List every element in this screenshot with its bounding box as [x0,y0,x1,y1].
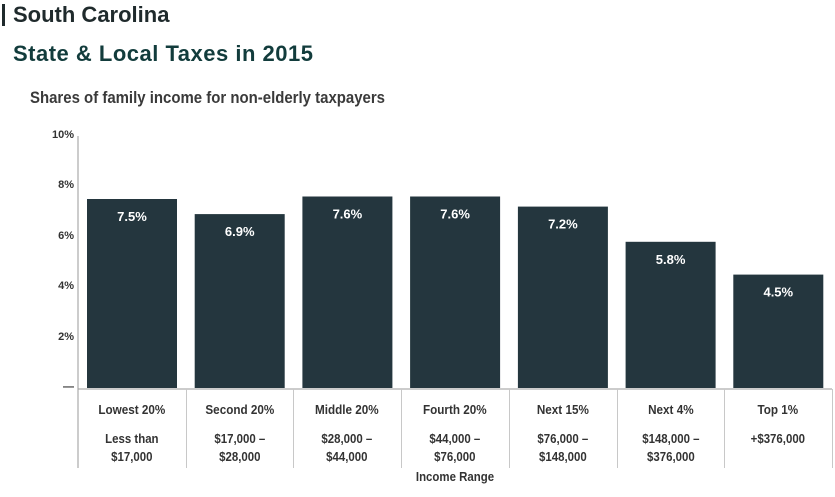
y-tick-label: 8% [58,179,74,192]
x-income-range-line: $28,000 – $44,000 [321,431,373,464]
x-category-label: Top 1% [757,402,799,417]
x-income-range-label: $17,000 – $28,000 [192,430,287,466]
bar-value-label: 5.8% [656,252,686,267]
x-category-label: Next 15% [536,402,589,417]
x-income-range-line: Less than $17,000 [105,431,159,464]
x-income-range-label: $28,000 – $44,000 [300,430,395,466]
x-income-range-line: $148,000 – [641,431,700,446]
x-income-range-line: $148,000 [538,449,587,464]
x-income-range-label: $44,000 – $76,000 [408,430,503,466]
bar [733,274,824,388]
x-category-label: Middle 20% [315,402,380,417]
bar-value-label: 7.6% [440,207,470,222]
x-income-range-line: $376,000 [646,449,695,464]
x-income-range-line: $44,000 – $76,000 [429,431,481,464]
x-income-range-label: $76,000 – $148,000 [515,430,610,466]
bar [302,196,393,388]
bar [87,199,177,388]
y-tick-label: 2% [58,330,74,343]
bar-value-label: 6.9% [225,224,255,239]
state-heading: South Carolina [2,4,169,26]
x-income-range-line: $76,000 – [537,431,589,446]
x-category-label: Next 4% [647,402,694,417]
bar [410,196,501,388]
x-category-label: Lowest 20% [98,402,166,417]
bar [625,241,716,388]
x-income-range-line: +$376,000 [750,431,806,446]
bar [194,214,285,388]
y-tick-label: 10% [51,129,74,141]
x-income-range-label: $148,000 – $376,000 [623,430,718,466]
x-category-label: Fourth 20% [423,402,487,417]
x-category-label: Second 20% [205,402,275,417]
chart-subtitle: Shares of family income for non-elderly … [30,88,386,107]
x-income-range-label: +$376,000 [731,430,826,448]
y-tick-label: 6% [58,229,74,242]
bar-value-label: 7.5% [117,209,147,224]
x-income-range-label: Less than $17,000 [84,430,179,466]
bar [517,206,608,388]
chart-title: State & Local Taxes in 2015 [13,41,314,66]
y-tick-label: — [63,381,74,393]
bar-value-label: 7.6% [333,207,363,222]
x-axis-title: Income Range [415,469,495,484]
bar-value-label: 7.2% [548,217,578,232]
bar-value-label: 4.5% [763,285,793,300]
y-tick-label: 4% [58,280,74,293]
x-income-range-line: $17,000 – $28,000 [214,431,265,464]
